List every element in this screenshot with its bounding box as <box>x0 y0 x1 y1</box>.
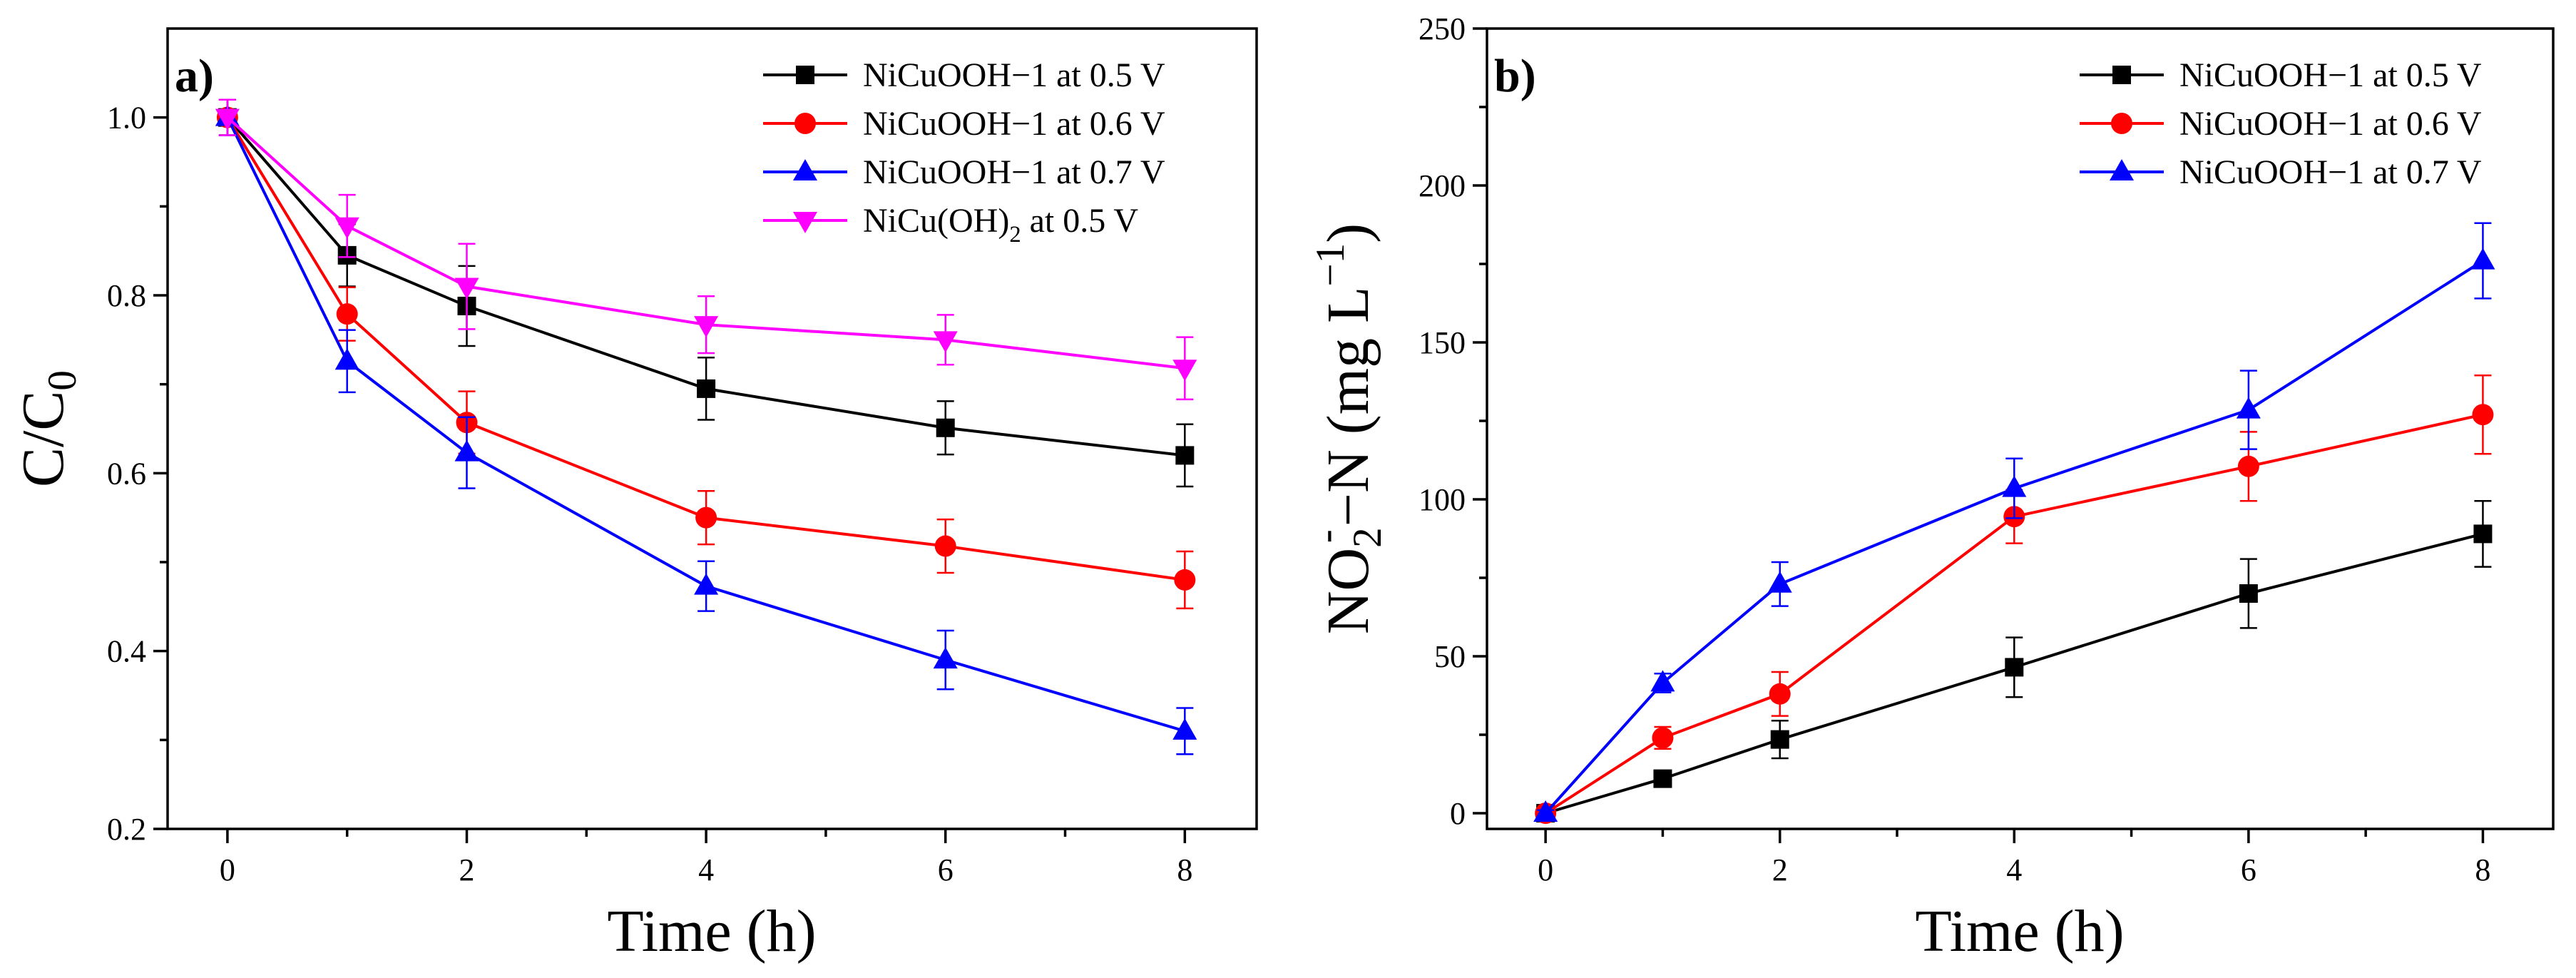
panel-label: a) <box>175 50 214 102</box>
x-tick-label: 0 <box>220 852 235 887</box>
legend-marker <box>796 66 814 84</box>
data-point <box>2002 475 2027 497</box>
data-point <box>933 647 958 669</box>
data-point <box>215 108 240 131</box>
y-tick-label: 0.2 <box>107 812 146 847</box>
legend-entry: NiCuOOH−1 at 0.6 V <box>2179 105 2482 143</box>
x-tick-label: 4 <box>2006 852 2022 887</box>
data-point <box>1650 670 1675 692</box>
legend-marker <box>793 212 817 233</box>
data-point <box>695 506 717 529</box>
data-point <box>1653 769 1672 788</box>
data-point <box>1172 718 1197 740</box>
chart-panel-b: 0 2 4 6 8 0 50 100 150 200 250 Time (h) NO2-−N (mg L… <box>1304 11 2555 964</box>
series-3 <box>1533 222 2495 822</box>
data-point <box>694 316 719 338</box>
data-point <box>454 439 479 462</box>
series-4 <box>215 98 1197 401</box>
x-axis-title: Time (h) <box>607 898 816 964</box>
data-point <box>1770 730 1789 749</box>
legend-marker <box>2110 159 2134 180</box>
data-point <box>2472 404 2494 426</box>
x-tick-label: 8 <box>2475 852 2490 887</box>
data-point <box>1769 683 1791 705</box>
data-point <box>454 277 479 300</box>
data-point <box>2236 397 2261 419</box>
series-line <box>226 116 1185 370</box>
series-3 <box>215 98 1197 755</box>
y-tick-label: 200 <box>1419 168 1466 203</box>
data-point <box>336 303 358 325</box>
data-point <box>2005 658 2024 677</box>
legend-entry: NiCuOOH−1 at 0.5 V <box>2179 56 2482 94</box>
data-point <box>2473 524 2493 544</box>
legend-marker <box>2112 66 2131 84</box>
data-point <box>694 573 719 595</box>
data-point <box>933 331 958 353</box>
x-axis-title: Time (h) <box>1915 898 2124 964</box>
legend-entry: NiCu(OH)2 at 0.5 V <box>863 202 1138 248</box>
y-tick-label: 50 <box>1434 639 1466 674</box>
series-2 <box>1535 374 2494 824</box>
y-tick-label: 0.6 <box>107 456 146 491</box>
y-axis-title: C/C0 <box>10 370 85 487</box>
y-tick-label: 0.4 <box>107 634 146 669</box>
x-tick-label: 8 <box>1177 852 1192 887</box>
panel-label: b) <box>1494 50 1536 102</box>
series-line <box>226 116 1185 581</box>
x-tick-label: 2 <box>1772 852 1788 887</box>
data-point <box>1174 569 1196 591</box>
legend-marker <box>2111 113 2132 134</box>
legend-marker <box>794 113 816 134</box>
y-tick-label: 1.0 <box>107 101 146 136</box>
series-1 <box>1536 499 2493 822</box>
legend-marker <box>793 159 817 180</box>
x-tick-label: 6 <box>938 852 954 887</box>
data-point <box>2470 248 2495 270</box>
plot-frame <box>1486 27 2555 830</box>
y-axis-title: NO2-−N (mg L−1) <box>1304 223 1390 634</box>
legend-entry: NiCuOOH−1 at 0.7 V <box>863 153 1165 191</box>
x-tick-label: 0 <box>1538 852 1553 887</box>
legend-entry: NiCuOOH−1 at 0.5 V <box>863 56 1165 94</box>
chart-panel-a: 0 2 4 6 8 0.2 0.4 0.6 0.8 1.0 Time (h) C/C0 a) NiCuOO… <box>10 27 1258 964</box>
y-tick-label: 0 <box>1450 796 1466 831</box>
legend: NiCuOOH−1 at 0.5 V NiCuOOH−1 at 0.6 V NiCu… <box>763 56 1165 248</box>
y-tick-label: 150 <box>1419 325 1466 360</box>
y-tick-label: 250 <box>1419 11 1466 46</box>
plot-frame <box>166 27 1258 830</box>
y-tick-label: 100 <box>1419 482 1466 517</box>
data-point <box>2237 455 2259 477</box>
x-tick-label: 4 <box>698 852 714 887</box>
y-tick-label: 0.8 <box>107 278 146 313</box>
series-line <box>1544 259 2484 815</box>
data-point <box>697 379 716 398</box>
series-line <box>1545 413 2483 815</box>
series-line <box>226 116 1185 733</box>
legend-entry: NiCuOOH−1 at 0.7 V <box>2179 153 2482 191</box>
series-line <box>1545 532 2483 815</box>
x-tick-label: 2 <box>459 852 475 887</box>
data-point <box>1533 800 1558 822</box>
data-point <box>2239 584 2258 603</box>
series-line <box>226 116 1185 457</box>
data-point <box>334 348 359 370</box>
legend: NiCuOOH−1 at 0.5 V NiCuOOH−1 at 0.6 V NiCu… <box>2080 56 2482 191</box>
data-point <box>1175 446 1195 465</box>
x-tick-label: 6 <box>2241 852 2256 887</box>
data-point <box>334 217 359 239</box>
data-point <box>1767 571 1792 593</box>
data-point <box>1172 360 1197 382</box>
data-point <box>1652 727 1674 749</box>
legend-entry: NiCuOOH−1 at 0.6 V <box>863 105 1165 143</box>
data-point <box>936 418 955 437</box>
data-point <box>934 535 956 557</box>
